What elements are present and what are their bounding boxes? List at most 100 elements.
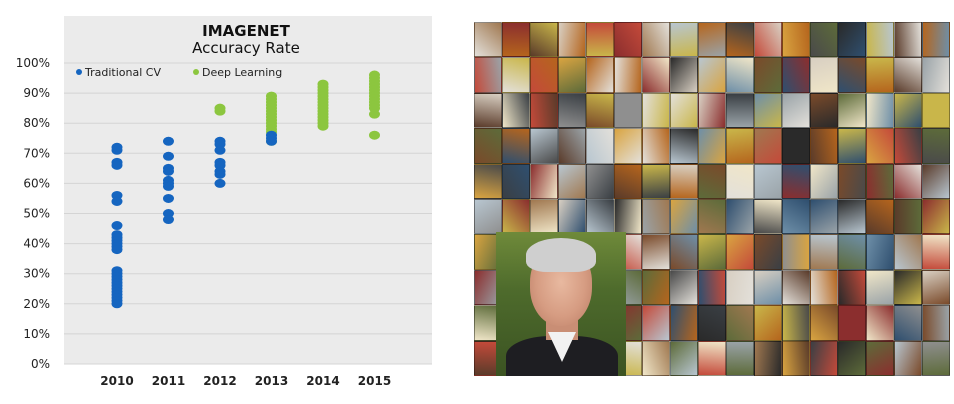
mosaic-tile (866, 22, 894, 58)
x-tick-label: 2011 (152, 374, 185, 388)
mosaic-tile (838, 305, 866, 341)
mosaic-tile (894, 22, 922, 58)
mosaic-tile (614, 22, 642, 58)
mosaic-tile (782, 305, 810, 341)
legend-label-deep-learning: Deep Learning (202, 66, 282, 79)
mosaic-tile (502, 128, 530, 164)
mosaic-tile (838, 198, 866, 235)
mosaic-tile (894, 128, 922, 164)
mosaic-tile (866, 234, 894, 270)
mosaic-tile (810, 163, 838, 199)
mosaic-tile (866, 269, 894, 306)
mosaic-tile (922, 128, 950, 164)
mosaic-tile (614, 92, 642, 129)
mosaic-tile (614, 198, 642, 235)
mosaic-tile (502, 198, 530, 235)
mosaic-tile (530, 22, 558, 58)
y-tick-label: 50% (23, 207, 50, 221)
mosaic-tile (754, 269, 782, 306)
traditional-cv-point (266, 136, 277, 146)
mosaic-tile (838, 92, 866, 129)
traditional-cv-point (163, 181, 174, 191)
chart-subtitle: Accuracy Rate (192, 39, 300, 57)
traditional-cv-point (111, 160, 123, 170)
mosaic-tile (670, 163, 698, 199)
mosaic-tile (782, 269, 810, 306)
mosaic-tile (922, 163, 950, 199)
mosaic-tile (838, 128, 866, 164)
mosaic-tile (614, 163, 642, 199)
y-tick-label: 40% (23, 237, 50, 251)
mosaic-tile (922, 198, 950, 235)
traditional-cv-point (111, 245, 123, 255)
x-axis-ticks: 2010 2011 2012 2013 2014 2015 (100, 374, 391, 388)
mosaic-tile (726, 57, 754, 93)
mosaic-tile (726, 128, 754, 164)
y-tick-label: 30% (23, 267, 50, 281)
traditional-cv-point (214, 169, 226, 179)
chart-panel: 0% 10% 20% 30% 40% 50% 60% 70% 80% 90% 100% 2010 20… (0, 0, 440, 404)
mosaic-tile (502, 163, 530, 199)
mosaic-tile (782, 198, 810, 235)
mosaic-tile (922, 269, 950, 306)
mosaic-tile (474, 163, 502, 199)
mosaic-tile (670, 305, 698, 341)
mosaic-tile (922, 234, 950, 270)
mosaic-tile (614, 57, 642, 93)
traditional-cv-point (214, 178, 226, 188)
mosaic-tile (726, 163, 754, 199)
y-tick-label: 10% (23, 327, 50, 341)
mosaic-tile (810, 340, 838, 376)
mosaic-tile (894, 92, 922, 129)
mosaic-tile (810, 305, 838, 341)
mosaic-tile (838, 340, 866, 376)
mosaic-tile (838, 57, 866, 93)
mosaic-tile (726, 269, 754, 306)
mosaic-tile (670, 92, 698, 129)
mosaic-tile (838, 234, 866, 270)
traditional-cv-point (163, 193, 174, 203)
mosaic-tile (586, 163, 614, 199)
data-points (111, 70, 380, 309)
mosaic-tile (642, 198, 670, 235)
mosaic-tile (866, 128, 894, 164)
mosaic-tile (474, 57, 502, 93)
mosaic-tile (810, 128, 838, 164)
mosaic-tile (894, 269, 922, 306)
mosaic-tile (670, 128, 698, 164)
mosaic-tile (922, 340, 950, 376)
mosaic-tile (474, 198, 502, 235)
mosaic-tile (894, 198, 922, 235)
mosaic-tile (754, 340, 782, 376)
mosaic-tile (810, 198, 838, 235)
mosaic-tile (810, 92, 838, 129)
x-tick-label: 2014 (306, 374, 339, 388)
legend-marker-deep-learning (193, 69, 199, 75)
mosaic-tile (922, 92, 950, 129)
mosaic-tile (530, 57, 558, 93)
mosaic-tile (642, 128, 670, 164)
mosaic-tile (810, 269, 838, 306)
mosaic-tile (670, 340, 698, 376)
mosaic-tile (670, 22, 698, 58)
y-tick-label: 70% (23, 146, 50, 160)
mosaic-tile (698, 269, 726, 306)
traditional-cv-point (163, 151, 174, 161)
traditional-cv-point (111, 299, 123, 309)
mosaic-tile (670, 234, 698, 270)
mosaic-tile (698, 340, 726, 376)
mosaic-tile (754, 22, 782, 58)
mosaic-tile (642, 340, 670, 376)
mosaic-tile (838, 163, 866, 199)
mosaic-tile (810, 22, 838, 58)
x-tick-label: 2012 (203, 374, 236, 388)
mosaic-tile (558, 22, 586, 58)
y-tick-label: 90% (23, 86, 50, 100)
mosaic-tile (698, 198, 726, 235)
legend-marker-traditional-cv (76, 69, 82, 75)
mosaic-tile (782, 163, 810, 199)
mosaic-tile (754, 305, 782, 341)
mosaic-tile (642, 234, 670, 270)
mosaic-tile (866, 92, 894, 129)
mosaic-tile (670, 57, 698, 93)
